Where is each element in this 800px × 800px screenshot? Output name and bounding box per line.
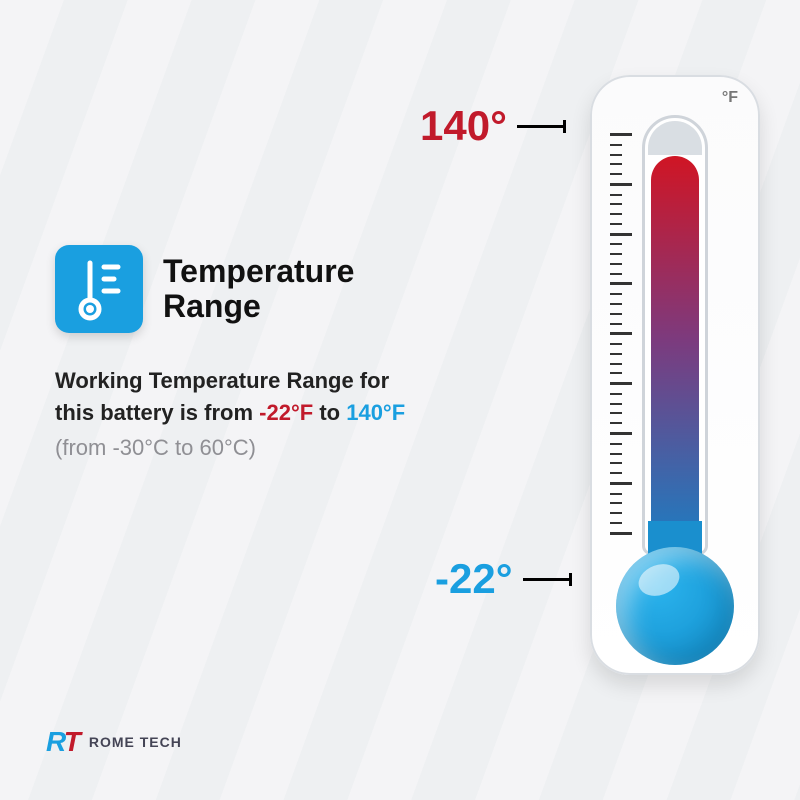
thermometer-tube — [642, 115, 708, 555]
thermometer: °F — [590, 75, 760, 675]
unit-label: °F — [722, 89, 738, 107]
title-line-1: Temperature — [163, 253, 354, 289]
logo-letter-t: T — [64, 726, 79, 757]
title-text: Temperature Range — [163, 254, 354, 324]
cold-leader-line — [523, 578, 569, 581]
thermometer-bulb — [616, 547, 734, 665]
hot-leader-line — [517, 125, 563, 128]
logo-letter-r: R — [46, 726, 64, 757]
hot-callout: 140° — [420, 102, 563, 150]
cold-label: -22° — [435, 555, 513, 603]
brand-logo: RT ROME TECH — [46, 726, 182, 758]
desc-hot-value: 140°F — [346, 400, 405, 425]
thermometer-icon-box — [55, 245, 143, 333]
left-text-block: Temperature Range Working Temperature Ra… — [55, 245, 415, 461]
cold-callout: -22° — [435, 555, 569, 603]
desc-cold-value: -22°F — [259, 400, 313, 425]
logo-mark: RT — [46, 726, 79, 758]
description-text: Working Temperature Range for this batte… — [55, 365, 415, 429]
logo-brand-text: ROME TECH — [89, 734, 182, 750]
title-row: Temperature Range — [55, 245, 415, 333]
thermometer-icon — [72, 257, 126, 321]
description-subtext: (from -30°C to 60°C) — [55, 435, 415, 461]
infographic-canvas: Temperature Range Working Temperature Ra… — [0, 0, 800, 800]
thermometer-liquid — [651, 156, 699, 552]
bulb-highlight — [634, 559, 684, 602]
hot-label: 140° — [420, 102, 507, 150]
desc-mid: to — [319, 400, 346, 425]
scale-ticks — [610, 133, 632, 535]
title-line-2: Range — [163, 288, 261, 324]
tube-cap — [648, 121, 702, 155]
